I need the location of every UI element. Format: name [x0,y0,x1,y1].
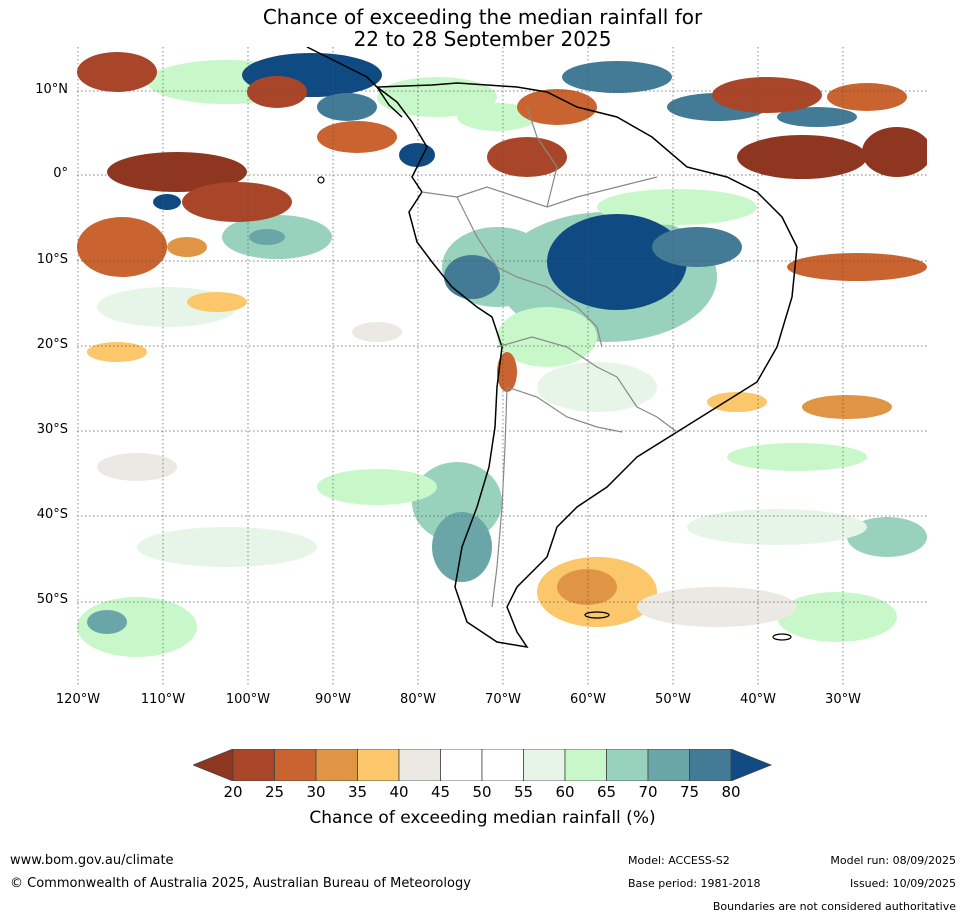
colorbar-title: Chance of exceeding median rainfall (%) [309,808,656,828]
colorbar-segment [564,749,607,781]
lon-tick-40w: 40°W [740,692,776,707]
colorbar-low-arrow [193,749,234,781]
colorbar-label: 45 [430,783,451,801]
central-america-coastline [306,47,403,118]
lon-tick-80w: 80°W [400,692,436,707]
colorbar-segment [357,749,400,781]
lat-tick-40s: 40°S [36,507,68,522]
graticule [77,47,927,685]
colorbar-segment [315,749,358,781]
lon-tick-100w: 100°W [225,692,271,707]
website-link[interactable]: www.bom.gov.au/climate [10,853,174,868]
colorbar-segment [523,749,566,781]
colorbar-label: 40 [389,783,409,801]
colorbar-label: 60 [555,783,575,801]
colorbar-segment [232,749,275,781]
model-text: Model: ACCESS-S2 [628,854,730,867]
south-america-coastline [374,82,798,649]
colorbar-label: 80 [721,783,741,801]
colorbar-segment [440,749,483,781]
colorbar-label: 25 [264,783,285,801]
colorbar-label: 55 [513,783,534,801]
lat-tick-10n: 10°N [35,82,68,97]
colorbar-label: 30 [306,783,326,801]
lon-tick-60w: 60°W [570,692,606,707]
lon-tick-70w: 70°W [485,692,521,707]
colorbar [193,749,773,781]
colorbar-label: 50 [472,783,492,801]
colorbar-label: 65 [596,783,617,801]
issued-text: Issued: 10/09/2025 [849,877,956,890]
lat-tick-10s: 10°S [36,252,68,267]
model-run-text: Model run: 08/09/2025 [830,854,956,867]
colorbar-label: 35 [347,783,368,801]
lat-tick-50s: 50°S [36,592,68,607]
islands [317,176,792,641]
copyright-text: © Commonwealth of Australia 2025, Austra… [10,876,471,891]
colorbar-segment [606,749,649,781]
map-title-line-2: 22 to 28 September 2025 [353,27,612,51]
colorbar-label: 75 [679,783,700,801]
lon-tick-30w: 30°W [825,692,861,707]
colorbar-label: 20 [223,783,243,801]
probability-fields [77,52,927,657]
colorbar-segment [274,749,317,781]
lon-tick-110w: 110°W [140,692,186,707]
lat-tick-30s: 30°S [36,422,68,437]
lon-tick-90w: 90°W [315,692,351,707]
colorbar-high-arrow [730,749,773,781]
colorbar-segment [398,749,441,781]
lat-tick-20s: 20°S [36,337,68,352]
lon-tick-120w: 120°W [55,692,101,707]
colorbar-label: 70 [638,783,658,801]
colorbar-segment [689,749,732,781]
rainfall-map [77,47,927,685]
lat-tick-0: 0° [53,166,68,181]
disclaimer-text: Boundaries are not considered authoritat… [712,900,956,913]
colorbar-segment [647,749,690,781]
rainfall-map-svg [77,47,927,685]
base-period-text: Base period: 1981-2018 [628,877,761,890]
lon-tick-50w: 50°W [655,692,691,707]
country-borders [421,106,678,608]
map-title-line-1: Chance of exceeding the median rainfall … [262,5,703,29]
colorbar-segment [481,749,524,781]
